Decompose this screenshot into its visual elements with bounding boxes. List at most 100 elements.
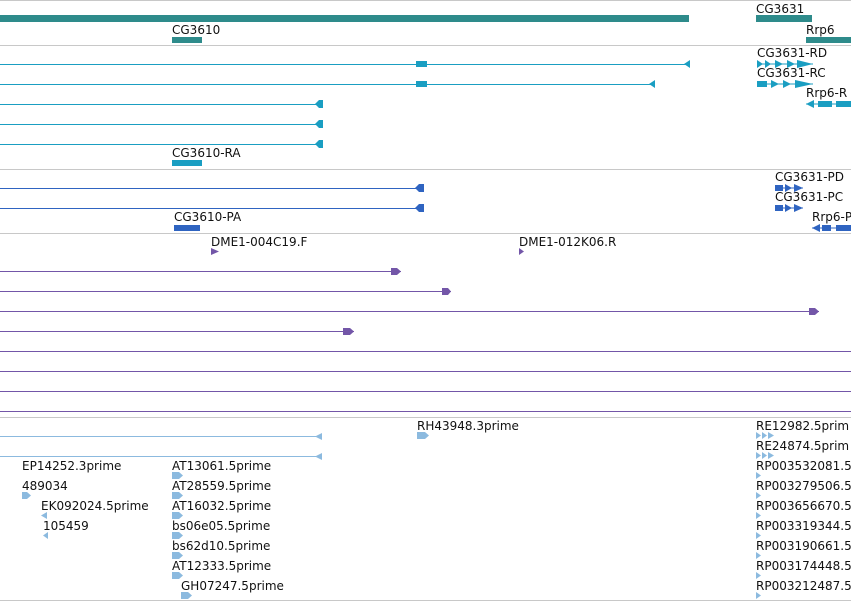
track-separator-top xyxy=(0,0,851,1)
mrna-cg3631-rc-glyph[interactable] xyxy=(757,80,813,88)
cdna-label: AT28559.5prime xyxy=(172,479,272,493)
mrna-transcript-line[interactable] xyxy=(0,124,322,125)
cdna-arrow[interactable] xyxy=(172,512,183,519)
est-end-arrow xyxy=(442,288,451,295)
mrna-end-arrow xyxy=(315,100,323,108)
cdna-end-arrow xyxy=(315,433,322,440)
est-end-arrow xyxy=(343,328,354,335)
cdna-arrow[interactable] xyxy=(172,572,183,579)
cdna-label: EP14252.3prime xyxy=(22,459,122,473)
cdna-label: RH43948.3prime xyxy=(417,419,519,433)
est-line[interactable] xyxy=(0,351,851,352)
est-012k06-arrow[interactable] xyxy=(519,248,524,255)
protein-cg3631-pd-glyph[interactable] xyxy=(775,184,803,192)
cdna-label: RP003532081.5 xyxy=(756,459,851,473)
cdna-end-arrow xyxy=(315,453,322,460)
cdna-arrow[interactable] xyxy=(756,452,774,459)
est-end-arrow xyxy=(809,308,819,315)
cdna-label: 105459 xyxy=(43,519,89,533)
mrna-rrp6-glyph[interactable] xyxy=(806,100,851,108)
cdna-arrow[interactable] xyxy=(22,492,31,499)
cdna-arrow[interactable] xyxy=(756,492,761,499)
est-line[interactable] xyxy=(0,411,851,412)
est-line[interactable] xyxy=(0,291,451,292)
est-line[interactable] xyxy=(0,271,401,272)
cdna-label: GH07247.5prime xyxy=(181,579,284,593)
protein-label-rrp6: Rrp6-P xyxy=(812,210,851,224)
cdna-arrow[interactable] xyxy=(756,512,761,519)
gene-bar-long[interactable] xyxy=(0,15,689,22)
cdna-label: RE24874.5prim xyxy=(756,439,850,453)
mrna-label-cg3631-rc: CG3631-RC xyxy=(757,66,826,80)
gene-bar-rrp6[interactable] xyxy=(806,37,851,43)
track-separator-protein xyxy=(0,169,851,170)
cdna-line[interactable] xyxy=(0,456,322,457)
protein-cg3610-pa-glyph[interactable] xyxy=(174,225,200,231)
mrna-label-rrp6: Rrp6-R xyxy=(806,86,848,100)
mrna-transcript-line[interactable] xyxy=(0,64,689,65)
cdna-arrow[interactable] xyxy=(756,532,761,539)
cdna-arrow[interactable] xyxy=(172,532,183,539)
mrna-end-arrow xyxy=(649,80,655,88)
protein-label-cg3610-pa: CG3610-PA xyxy=(174,210,242,224)
gene-bar-cg3610[interactable] xyxy=(172,37,202,43)
cdna-label: RE12982.5prim xyxy=(756,419,850,433)
cdna-arrow[interactable] xyxy=(756,552,761,559)
protein-line[interactable] xyxy=(0,188,424,189)
est-line[interactable] xyxy=(0,331,354,332)
track-separator-cdna xyxy=(0,417,851,418)
mrna-end-arrow xyxy=(315,140,323,148)
cdna-label: bs06e05.5prime xyxy=(172,519,271,533)
est-label-012k06: DME1-012K06.R xyxy=(519,235,617,249)
mrna-cg3610-ra-glyph[interactable] xyxy=(172,160,202,166)
protein-end-arrow xyxy=(415,204,424,212)
est-label-004c19: DME1-004C19.F xyxy=(211,235,308,249)
cdna-arrow[interactable] xyxy=(43,532,48,539)
cdna-arrow[interactable] xyxy=(756,592,761,599)
est-end-arrow xyxy=(391,268,401,275)
cdna-label: RP003279506.5 xyxy=(756,479,851,493)
cdna-arrow[interactable] xyxy=(41,512,47,519)
cdna-label: RP003174448.5 xyxy=(756,559,851,573)
cdna-label: 489034 xyxy=(22,479,68,493)
mrna-label-cg3610-ra: CG3610-RA xyxy=(172,146,241,160)
protein-label-cg3631-pc: CG3631-PC xyxy=(775,190,844,204)
mrna-transcript-line[interactable] xyxy=(0,84,655,85)
gene-bar-cg3631[interactable] xyxy=(756,15,812,22)
cdna-label: RP003319344.5 xyxy=(756,519,851,533)
cdna-arrow[interactable] xyxy=(181,592,192,599)
cdna-line[interactable] xyxy=(0,436,322,437)
cdna-label: AT12333.5prime xyxy=(172,559,272,573)
cdna-arrow[interactable] xyxy=(756,472,761,479)
protein-cg3631-pc-glyph[interactable] xyxy=(775,204,803,212)
cdna-arrow[interactable] xyxy=(756,432,774,439)
gene-label-cg3631: CG3631 xyxy=(756,2,805,16)
mrna-exon[interactable] xyxy=(416,61,427,67)
mrna-end-arrow xyxy=(684,60,690,68)
track-separator-est xyxy=(0,233,851,234)
mrna-label-cg3631-rd: CG3631-RD xyxy=(757,46,828,60)
protein-rrp6-glyph[interactable] xyxy=(812,224,851,232)
cdna-arrow[interactable] xyxy=(172,492,183,499)
cdna-arrow[interactable] xyxy=(756,572,761,579)
cdna-label: RP003656670.5 xyxy=(756,499,851,513)
cdna-label: AT16032.5prime xyxy=(172,499,272,513)
mrna-cg3631-rd-glyph[interactable] xyxy=(757,60,813,68)
est-line[interactable] xyxy=(0,391,851,392)
cdna-arrow[interactable] xyxy=(172,472,183,479)
protein-line[interactable] xyxy=(0,208,424,209)
cdna-label: EK092024.5prime xyxy=(41,499,149,513)
gene-label-cg3610: CG3610 xyxy=(172,23,221,37)
est-line[interactable] xyxy=(0,371,851,372)
mrna-exon[interactable] xyxy=(416,81,427,87)
mrna-transcript-line[interactable] xyxy=(0,144,322,145)
cdna-label: bs62d10.5prime xyxy=(172,539,271,553)
est-line[interactable] xyxy=(0,311,819,312)
cdna-arrow[interactable] xyxy=(417,432,429,439)
mrna-end-arrow xyxy=(315,120,323,128)
protein-label-cg3631-pd: CG3631-PD xyxy=(775,170,845,184)
mrna-transcript-line[interactable] xyxy=(0,104,322,105)
cdna-arrow[interactable] xyxy=(172,552,183,559)
cdna-label: RP003212487.5 xyxy=(756,579,851,593)
est-004c19-arrow[interactable] xyxy=(211,248,219,255)
